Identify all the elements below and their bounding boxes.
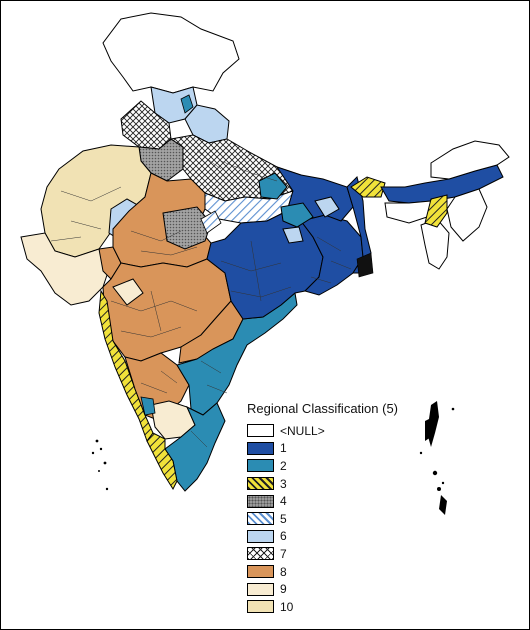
legend-label: 5 xyxy=(280,511,287,526)
legend-swatch xyxy=(247,424,274,438)
legend-entry: 8 xyxy=(247,563,427,581)
legend-label: 7 xyxy=(280,546,287,561)
lakshadweep-islands xyxy=(91,439,109,491)
legend-label: 6 xyxy=(280,529,287,544)
legend-entry: 9 xyxy=(247,580,427,598)
district-boundaries xyxy=(50,150,352,448)
legend-entry: 10 xyxy=(247,598,427,616)
legend-swatch xyxy=(247,565,274,579)
legend-entry: 7 xyxy=(247,545,427,563)
region-arunachal xyxy=(430,140,510,180)
region-mp-dotted xyxy=(162,206,212,250)
andaman-nicobar-islands xyxy=(419,401,455,515)
region-jammu-kashmir xyxy=(102,12,240,94)
legend-entry: 2 xyxy=(247,457,427,475)
legend-swatch xyxy=(247,494,274,508)
legend-swatch xyxy=(247,459,274,473)
legend-label: 4 xyxy=(280,494,287,509)
legend-label: 8 xyxy=(280,564,287,579)
legend-label: 2 xyxy=(280,458,287,473)
legend-entry: <NULL> xyxy=(247,422,427,440)
region-jharkhand-light xyxy=(282,226,304,244)
legend-label: 9 xyxy=(280,582,287,597)
legend-swatch xyxy=(247,512,274,526)
legend-entry: 6 xyxy=(247,528,427,546)
region-sundarbans xyxy=(356,252,374,278)
legend-entry: 3 xyxy=(247,475,427,493)
region-hill-blue xyxy=(180,94,194,114)
legend-label: 3 xyxy=(280,476,287,491)
region-bihar-blue xyxy=(258,172,288,200)
legend-entry: 1 xyxy=(247,440,427,458)
region-kerala xyxy=(146,432,178,491)
region-maharashtra-north xyxy=(112,278,144,306)
legend-entry: 5 xyxy=(247,510,427,528)
legend-swatch xyxy=(247,547,274,561)
region-jharkhand-blue xyxy=(280,202,314,228)
legend-swatch xyxy=(247,529,274,543)
region-odisha xyxy=(300,214,364,296)
legend-entries: <NULL> 1 2 3 4 5 6 7 8 9 10 xyxy=(247,422,427,616)
region-nagaland-manipur xyxy=(446,188,488,242)
region-bihar-light xyxy=(314,196,340,218)
legend-title: Regional Classification (5) xyxy=(247,401,399,416)
legend-entry: 4 xyxy=(247,492,427,510)
legend-swatch xyxy=(247,441,274,455)
legend-swatch xyxy=(247,477,274,491)
region-karnataka-blue xyxy=(140,396,156,416)
map-legend: Regional Classification (5) <NULL> 1 2 3 4 5 6… xyxy=(247,401,427,616)
legend-label: 10 xyxy=(280,599,294,614)
region-tamil-nadu xyxy=(164,402,226,492)
legend-label: <NULL> xyxy=(280,423,325,438)
legend-label: 1 xyxy=(280,441,287,456)
legend-swatch xyxy=(247,582,274,596)
region-assam-south-strip xyxy=(424,194,448,228)
region-mp-hatch xyxy=(200,210,222,234)
legend-swatch xyxy=(247,600,274,614)
